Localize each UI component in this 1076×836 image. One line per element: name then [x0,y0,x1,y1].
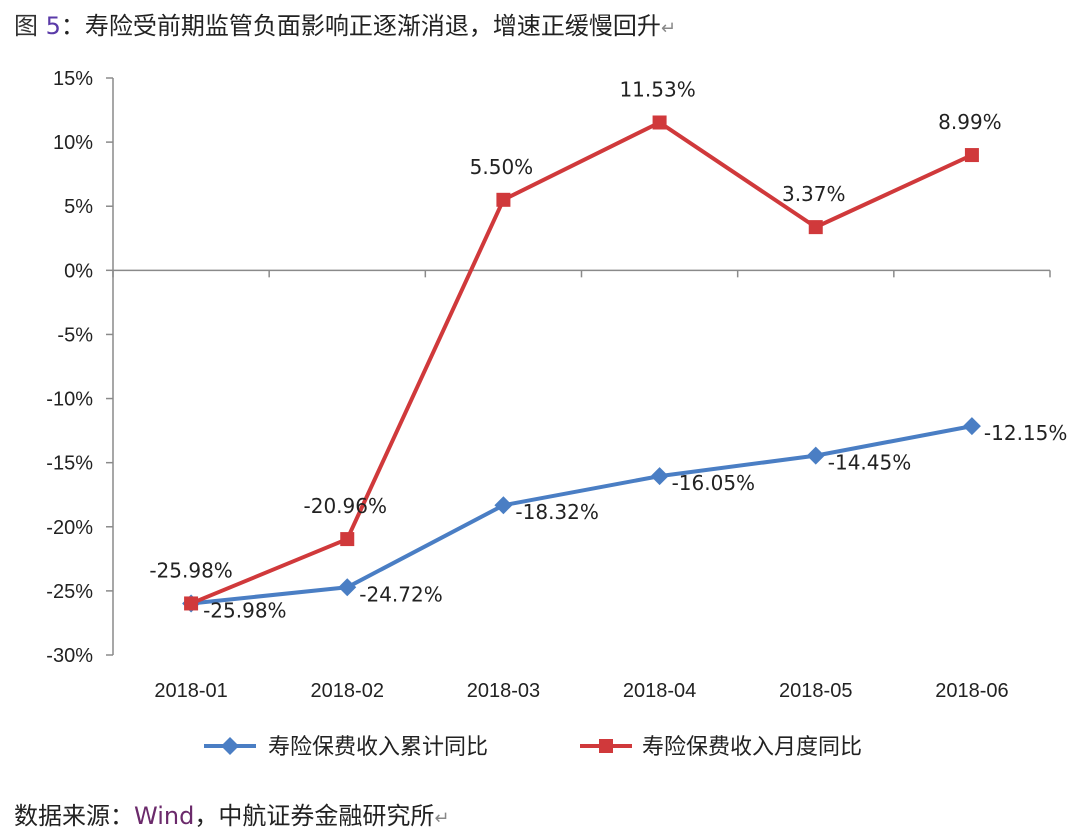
y-tick-label: -5% [57,324,93,346]
chart-axes [112,78,1051,655]
data-labels: -25.98% -24.72% -18.32% -16.05% -14.45% -12.1… [149,77,1067,622]
figure-title-text: 寿险受前期监管负面影响正逐渐消退，增速正缓慢回升 [84,12,661,40]
data-label: -18.32% [515,500,598,524]
series-point-square [964,148,979,163]
data-label: -20.96% [304,494,387,518]
figure-prefix: 图 [14,12,38,40]
chart-legend: 寿险保费收入累计同比 寿险保费收入月度同比 [204,735,862,760]
series-point-square [808,220,823,235]
data-label: -25.98% [149,558,232,582]
series-point-diamond [494,496,513,515]
y-tick-label: -15% [46,453,93,475]
series-point-square [652,115,667,130]
series-line [190,120,973,606]
x-tick-label: 2018-05 [779,680,852,702]
y-tick-label: -30% [46,645,93,667]
x-tick-label: 2018-06 [935,680,1008,702]
data-label: -14.45% [828,451,911,475]
x-tick-label: 2018-04 [623,680,696,702]
source-rest: ，中航证券金融研究所 [194,802,435,830]
source-label: 数据来源： [14,802,134,830]
return-mark-icon: ↵ [660,18,677,39]
data-label: 5.50% [470,155,534,179]
data-label: -12.15% [984,421,1067,445]
data-label: 3.37% [782,182,846,206]
x-tick-label: 2018-01 [154,680,227,702]
legend-label: 寿险保费收入月度同比 [642,735,862,760]
data-label: -25.98% [203,598,286,622]
data-label: 11.53% [619,77,695,101]
source-return-mark-icon: ↵ [434,808,450,829]
y-tick-label: -25% [46,581,93,603]
line-chart: 15% 10% 5% 0% -5% -10% -15% -20% -25% -30% 2018-0… [46,68,1067,760]
series-point-square [340,532,355,547]
data-label: 8.99% [938,110,1002,134]
chart-series [182,115,981,613]
figure-title: 图 5：寿险受前期监管负面影响正逐渐消退，增速正缓慢回升↵ [14,6,676,41]
series-point-diamond [806,446,825,465]
figure-number: 5 [45,12,61,40]
x-tick-label: 2018-03 [467,680,540,702]
series-point-diamond [338,578,357,597]
data-label: -16.05% [672,471,755,495]
legend-label: 寿险保费收入累计同比 [268,735,488,760]
y-tick-label: 10% [53,132,93,154]
y-tick-label: 5% [64,196,93,218]
series-line [190,424,973,606]
y-tick-label: -20% [46,517,93,539]
series-point-square [184,596,199,611]
source-brand: Wind [134,802,195,830]
series-point-diamond [650,467,669,486]
y-tick-label: 0% [64,260,93,282]
y-tick-label: -10% [46,389,93,411]
y-axis-ticks: 15% 10% 5% 0% -5% -10% -15% -20% -25% -30% [46,68,113,667]
series-point-square [496,192,511,207]
figure-title-separator: ： [60,12,85,40]
legend-marker-square [599,739,613,753]
x-axis-ticks: 2018-01 2018-02 2018-03 2018-04 2018-05 2018-… [154,680,1008,702]
y-tick-label: 15% [53,68,93,90]
data-label: -24.72% [359,582,442,606]
series-point-diamond [962,417,981,436]
legend-marker-diamond [221,737,239,755]
source-note: 数据来源：Wind，中航证券金融研究所↵ [14,796,449,831]
x-tick-label: 2018-02 [311,680,384,702]
